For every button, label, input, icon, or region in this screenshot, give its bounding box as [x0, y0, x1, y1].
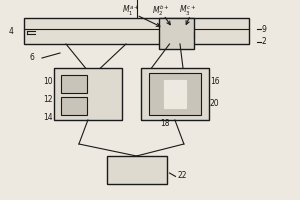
Text: $M_3^{c+}$: $M_3^{c+}$	[179, 4, 196, 18]
Text: 9: 9	[261, 24, 266, 33]
Text: 2: 2	[261, 38, 266, 46]
Bar	[164, 80, 186, 108]
Bar	[61, 97, 87, 115]
Text: 6: 6	[30, 53, 35, 62]
Text: 18: 18	[160, 118, 170, 128]
Bar	[159, 18, 194, 49]
Bar	[141, 68, 208, 120]
Text: 12: 12	[43, 96, 52, 104]
Text: 10: 10	[43, 76, 52, 86]
Bar	[148, 73, 201, 115]
Bar	[54, 68, 122, 120]
Bar	[61, 75, 87, 93]
Text: $M_2^{b+}$: $M_2^{b+}$	[152, 4, 169, 18]
Text: 14: 14	[43, 112, 52, 121]
Text: 20: 20	[210, 99, 220, 108]
Text: 16: 16	[210, 76, 220, 86]
Text: $M_1^{a+}$: $M_1^{a+}$	[122, 4, 139, 18]
Text: 22: 22	[177, 171, 187, 180]
Bar	[24, 18, 249, 44]
Text: 4: 4	[9, 27, 14, 36]
Bar	[106, 156, 167, 184]
